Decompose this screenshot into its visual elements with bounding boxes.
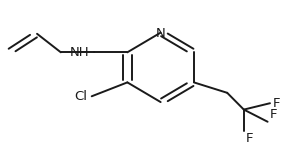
Text: F: F: [272, 97, 280, 110]
Text: F: F: [246, 132, 254, 145]
Text: N: N: [156, 27, 166, 40]
Text: F: F: [270, 108, 277, 121]
Text: NH: NH: [70, 46, 89, 59]
Text: Cl: Cl: [74, 90, 87, 103]
